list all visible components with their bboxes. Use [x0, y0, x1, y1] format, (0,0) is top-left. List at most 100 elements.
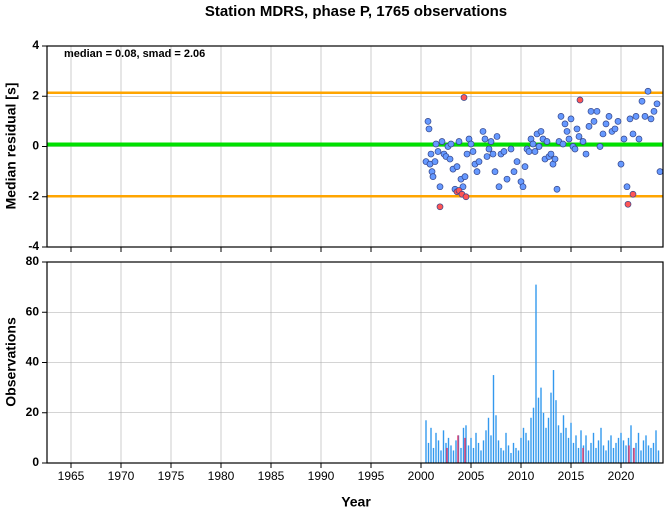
x-tick-label: 1965 [58, 469, 85, 483]
bar [647, 445, 650, 463]
point [460, 94, 468, 101]
point [487, 138, 495, 145]
bar [440, 450, 442, 463]
point [475, 158, 483, 165]
bar [637, 432, 640, 463]
point [461, 173, 469, 180]
bar [645, 435, 647, 463]
bar [560, 432, 562, 463]
y-tick-label: -2 [28, 189, 39, 203]
bar [555, 400, 557, 463]
x-tick-label: 1980 [208, 469, 235, 483]
point [632, 112, 640, 120]
bar [655, 430, 657, 463]
point [551, 155, 559, 163]
point [493, 133, 501, 140]
bar [617, 437, 620, 463]
bar [532, 407, 535, 463]
point [507, 145, 515, 153]
point [563, 128, 571, 135]
point [557, 112, 565, 120]
bar [552, 370, 555, 463]
bar [517, 450, 520, 463]
bar [495, 415, 497, 463]
bar [497, 440, 500, 463]
bar [582, 447, 584, 463]
bar [427, 442, 430, 463]
bar [642, 440, 645, 463]
bar [572, 442, 575, 463]
bar [545, 427, 547, 463]
point [587, 107, 595, 115]
point [653, 100, 661, 108]
bar [625, 445, 627, 463]
bar [462, 427, 465, 463]
point [529, 140, 537, 148]
y-tick-label: 60 [26, 304, 40, 318]
point [446, 155, 454, 163]
point [635, 135, 643, 143]
bar [590, 442, 592, 463]
y-axis-label: Median residual [s] [3, 83, 19, 210]
point [427, 150, 435, 158]
x-tick-label: 2020 [608, 469, 635, 483]
point [503, 175, 511, 183]
point [510, 168, 518, 175]
bar [587, 450, 590, 463]
bar [442, 430, 445, 463]
bar [467, 445, 470, 463]
point [573, 125, 581, 133]
bar [477, 442, 480, 463]
point [521, 163, 529, 170]
x-axis-label: Year [341, 494, 371, 510]
bar [505, 432, 507, 463]
point [424, 118, 432, 125]
y-axis-label: Observations [3, 317, 19, 407]
point [647, 115, 655, 123]
bar [650, 447, 652, 463]
bar [512, 442, 515, 463]
point [432, 140, 440, 148]
point [535, 143, 543, 150]
bar [446, 447, 448, 463]
bar [507, 445, 510, 463]
bar [472, 447, 475, 463]
bar [520, 437, 522, 463]
bar [547, 417, 550, 463]
point [605, 112, 613, 120]
point [623, 183, 631, 191]
point [579, 138, 587, 145]
point [479, 128, 487, 135]
point [624, 200, 632, 208]
point [641, 112, 649, 120]
bar [615, 442, 617, 463]
bar [535, 284, 537, 463]
bar [612, 447, 615, 463]
bar [633, 447, 635, 463]
point [537, 128, 545, 135]
bar [432, 447, 435, 463]
bar [502, 450, 505, 463]
point [638, 97, 646, 105]
point [593, 107, 601, 115]
bar [620, 432, 622, 463]
bar [470, 437, 472, 463]
point [567, 115, 575, 123]
bar [605, 450, 607, 463]
bar [575, 435, 577, 463]
point [582, 150, 590, 158]
point [525, 148, 533, 155]
bar [490, 435, 492, 463]
bar [460, 447, 462, 463]
bar [607, 440, 610, 463]
bar [640, 450, 642, 463]
x-tick-label: 1975 [158, 469, 185, 483]
point [531, 148, 539, 155]
bar [452, 450, 455, 463]
bar [525, 432, 527, 463]
y-tick-label: 2 [32, 88, 39, 102]
point [650, 107, 658, 115]
x-tick-label: 1985 [258, 469, 285, 483]
bar [657, 450, 660, 463]
bar [592, 432, 595, 463]
